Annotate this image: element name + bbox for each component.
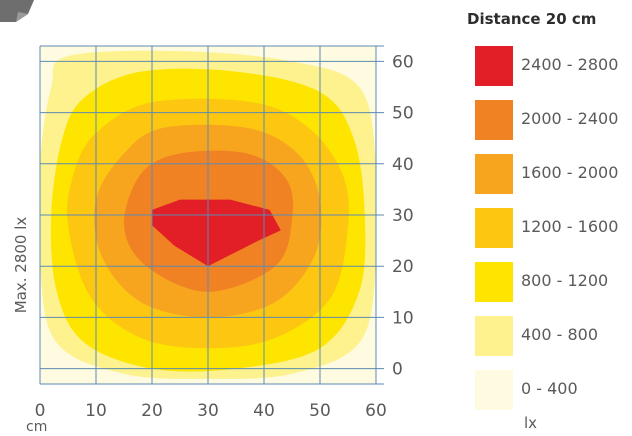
- legend-swatch: [475, 316, 513, 356]
- y-tick-label: 30: [392, 206, 414, 226]
- legend-label: 1200 - 1600: [521, 217, 619, 236]
- y-axis-ticks: 0 10 20 30 40 50 60: [392, 52, 414, 379]
- x-tick-label: 10: [85, 401, 107, 421]
- legend-item: 2000 - 2400: [475, 100, 625, 140]
- legend-item: 1200 - 1600: [475, 208, 625, 248]
- legend-label: 800 - 1200: [521, 271, 609, 290]
- x-tick-label: 50: [309, 401, 331, 421]
- y-axis-label: Max. 2800 lx: [12, 217, 30, 314]
- band-2400-2800: [152, 199, 281, 267]
- legend-title: Distance 20 cm: [467, 10, 597, 28]
- legend-swatch: [475, 208, 513, 248]
- legend-swatch: [475, 370, 513, 410]
- corner-logo-icon: [0, 0, 34, 22]
- x-axis-ticks: 0 10 20 30 40 50 60: [35, 401, 387, 421]
- legend-label: 2400 - 2800: [521, 55, 619, 74]
- legend-label: 1600 - 2000: [521, 163, 619, 182]
- x-tick-label: 20: [141, 401, 163, 421]
- legend-label: 0 - 400: [521, 379, 578, 398]
- legend-item: 0 - 400: [475, 370, 625, 410]
- legend-label: 400 - 800: [521, 325, 599, 344]
- legend-swatch: [475, 100, 513, 140]
- x-tick-label: 0: [35, 401, 46, 421]
- y-tick-label: 0: [392, 360, 403, 380]
- legend-item: 800 - 1200: [475, 262, 625, 302]
- y-tick-label: 60: [392, 52, 414, 72]
- legend-swatch: [475, 154, 513, 194]
- x-tick-label: 30: [197, 401, 219, 421]
- x-axis-unit: cm: [26, 419, 47, 435]
- legend-item: 400 - 800: [475, 316, 625, 356]
- x-tick-label: 40: [253, 401, 275, 421]
- legend-label: 2000 - 2400: [521, 109, 619, 128]
- legend-swatch: [475, 262, 513, 302]
- legend-unit: lx: [524, 414, 538, 432]
- y-tick-label: 10: [392, 308, 414, 328]
- legend-item: 1600 - 2000: [475, 154, 625, 194]
- legend-swatch: [475, 46, 513, 86]
- legend-item: 2400 - 2800: [475, 46, 625, 86]
- y-tick-label: 40: [392, 155, 414, 175]
- y-tick-label: 50: [392, 104, 414, 124]
- y-tick-label: 20: [392, 257, 414, 277]
- chart-grid: [39, 45, 384, 385]
- x-tick-label: 60: [365, 401, 387, 421]
